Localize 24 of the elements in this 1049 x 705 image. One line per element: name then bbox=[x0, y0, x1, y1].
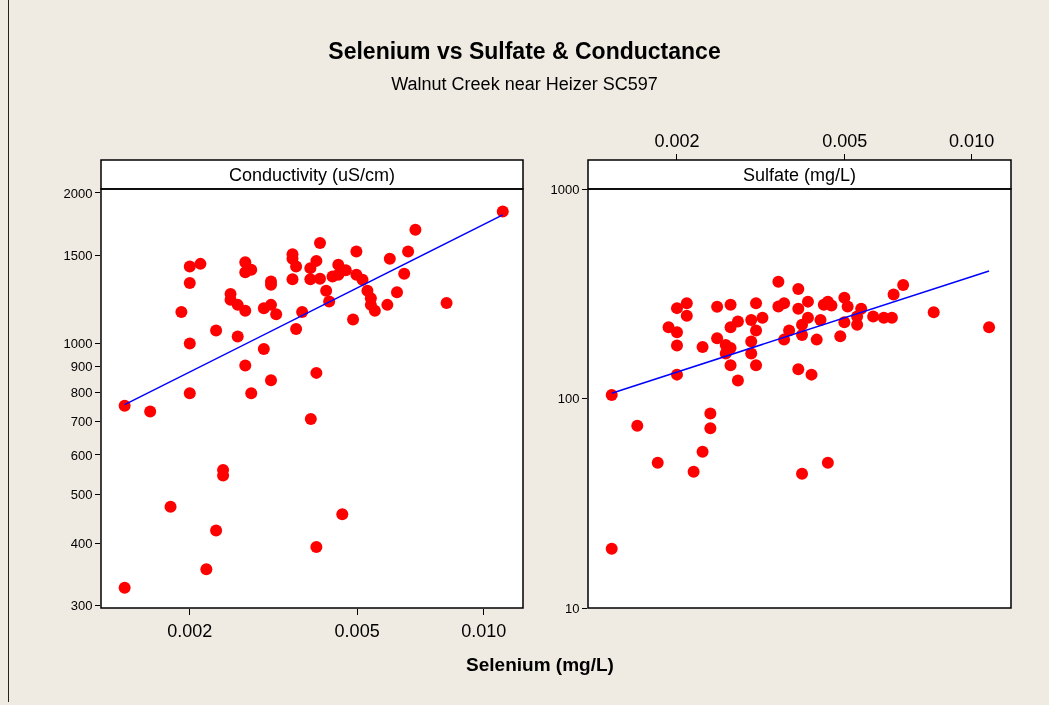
y-tick-label: 1500 bbox=[63, 248, 93, 264]
y-tick-label: 500 bbox=[70, 487, 93, 503]
x-tick-label: 0.010 bbox=[949, 130, 995, 151]
y-axis-title: Conductivity (uS/cm) bbox=[229, 165, 396, 185]
y-tick-label: 700 bbox=[70, 413, 93, 429]
y-tick-label: 900 bbox=[70, 359, 93, 375]
x-tick-label: 0.002 bbox=[654, 130, 700, 151]
x-axis-title: Selenium (mg/L) bbox=[465, 654, 615, 676]
y-tick-label: 300 bbox=[70, 598, 93, 614]
y-tick-label: 800 bbox=[70, 384, 93, 400]
chart-subtitle: Walnut Creek near Heizer SC597 bbox=[390, 74, 659, 95]
chart-title: Selenium vs Sulfate & Conductance bbox=[327, 38, 722, 65]
y-tick-label: 400 bbox=[70, 535, 93, 551]
x-tick-label: 0.010 bbox=[461, 620, 507, 641]
y-tick-label: 10 bbox=[564, 600, 580, 616]
y-tick-label: 600 bbox=[70, 447, 93, 463]
y-tick-label: 2000 bbox=[63, 185, 93, 201]
x-tick-label: 0.005 bbox=[334, 620, 380, 641]
y-tick-label: 1000 bbox=[63, 336, 93, 352]
y-axis-title: Sulfate (mg/L) bbox=[743, 165, 857, 185]
x-tick-label: 0.005 bbox=[822, 130, 868, 151]
y-tick-label: 1000 bbox=[550, 181, 580, 197]
y-tick-label: 100 bbox=[557, 391, 580, 407]
x-tick-label: 0.002 bbox=[167, 620, 213, 641]
